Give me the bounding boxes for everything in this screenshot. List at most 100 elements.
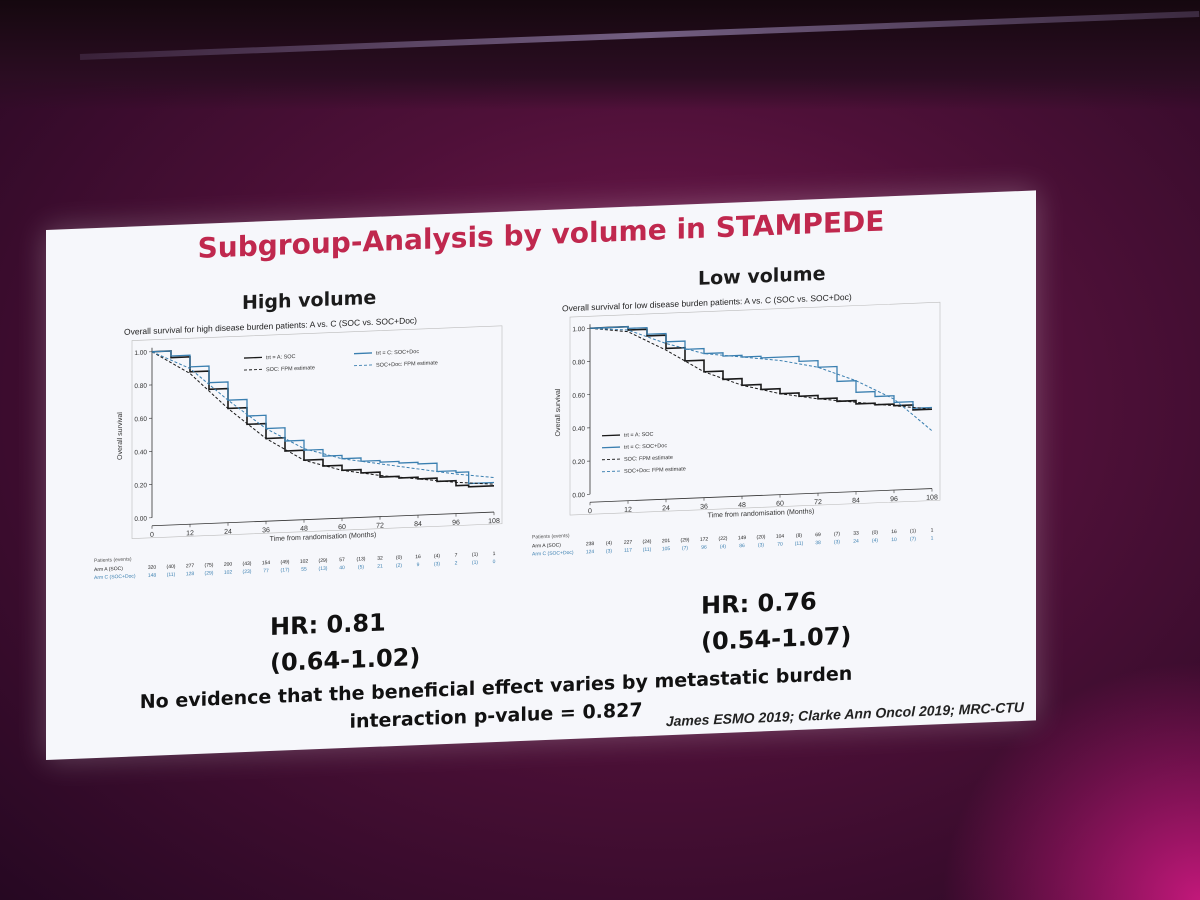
- y-axis-label: Overall survival: [555, 388, 562, 437]
- x-tick-label: 24: [224, 529, 232, 536]
- x-tick-label: 24: [662, 505, 670, 512]
- chart-title: Overall survival for high disease burden…: [124, 315, 417, 337]
- risk-cell: (5): [358, 564, 364, 570]
- y-tick-label: 0.20: [134, 482, 147, 490]
- legend-label: SOC: FPM estimate: [266, 365, 315, 373]
- x-tick-label: 0: [588, 508, 592, 515]
- risk-cell: 227: [624, 540, 633, 546]
- x-tick-label: 36: [262, 527, 270, 534]
- risk-cell: 172: [700, 537, 709, 543]
- x-tick-label: 36: [700, 504, 708, 511]
- risk-row-label: Arm A (SOC): [532, 542, 561, 549]
- x-tick-label: 84: [414, 521, 422, 528]
- y-tick-label: 1.00: [572, 326, 585, 334]
- risk-cell: (7): [682, 545, 688, 551]
- risk-cell: 128: [186, 571, 195, 577]
- risk-cell: 102: [300, 559, 309, 565]
- risk-cell: (4): [720, 544, 726, 550]
- risk-cell: (22): [719, 536, 728, 542]
- risk-cell: (2): [396, 563, 402, 569]
- risk-cell: (24): [643, 539, 652, 545]
- risk-cell: (17): [281, 567, 290, 573]
- high-volume-hr: HR: 0.81 (0.64-1.02): [270, 603, 420, 681]
- risk-cell: 148: [148, 573, 157, 579]
- risk-cell: 57: [339, 557, 345, 563]
- risk-cell: 69: [815, 532, 821, 538]
- risk-cell: 117: [624, 548, 632, 554]
- risk-cell: 7: [455, 553, 458, 559]
- risk-cell: (1): [472, 560, 478, 566]
- y-tick-label: 0.60: [134, 416, 147, 424]
- risk-cell: (29): [319, 558, 328, 564]
- legend-label: trt = A: SOC: [624, 432, 654, 439]
- x-tick-label: 48: [738, 502, 746, 509]
- low-volume-survival-chart: Overall survival for low disease burden …: [532, 284, 952, 585]
- legend-label: trt = C: SOC+Doc: [624, 443, 667, 451]
- risk-cell: 105: [662, 546, 671, 552]
- x-tick-label: 0: [150, 532, 154, 539]
- low-volume-heading: Low volume: [698, 262, 826, 290]
- risk-cell: 32: [377, 556, 383, 562]
- risk-row-label: Arm C (SOC+Doc): [94, 573, 136, 581]
- risk-cell: 40: [339, 565, 345, 571]
- risk-cell: (0): [396, 555, 402, 561]
- risk-cell: (1): [472, 552, 478, 558]
- y-tick-label: 0.20: [572, 459, 585, 467]
- risk-cell: 77: [263, 568, 269, 574]
- x-tick-label: 96: [890, 496, 898, 503]
- low-volume-hr-value: HR: 0.76: [701, 587, 817, 620]
- risk-cell: 154: [262, 560, 271, 566]
- series-line-3: [589, 327, 933, 410]
- legend-swatch: [602, 470, 620, 473]
- legend-label: SOC+Doc: FPM estimate: [624, 466, 686, 474]
- risk-cell: 33: [853, 530, 859, 536]
- risk-cell: (8): [796, 533, 802, 539]
- y-tick-label: 0.40: [572, 426, 585, 434]
- risk-cell: (7): [834, 531, 840, 537]
- x-tick-label: 12: [624, 507, 632, 514]
- risk-cell: (20): [757, 534, 766, 540]
- survival-chart-svg: Overall survival for low disease burden …: [532, 292, 941, 558]
- risk-cell: (29): [681, 537, 690, 543]
- legend-swatch: [602, 446, 620, 449]
- risk-cell: (3): [606, 548, 612, 554]
- risk-cell: (13): [357, 556, 366, 562]
- risk-cell: (49): [281, 559, 290, 565]
- series-line-2: [590, 326, 932, 409]
- y-tick-label: 0.00: [134, 515, 147, 523]
- y-tick-label: 0.80: [572, 359, 585, 367]
- risk-cell: 16: [415, 554, 421, 560]
- x-tick-label: 72: [814, 499, 822, 506]
- risk-cell: (43): [243, 561, 252, 567]
- x-tick-label: 60: [776, 500, 784, 507]
- x-axis-label: Time from randomisation (Months): [270, 532, 377, 543]
- x-tick-label: 48: [300, 526, 308, 533]
- risk-cell: (7): [910, 536, 916, 542]
- risk-cell: 277: [186, 563, 195, 569]
- risk-cell: 238: [586, 541, 595, 547]
- legend-swatch: [602, 458, 620, 461]
- y-tick-label: 0.80: [134, 383, 147, 391]
- legend-swatch: [244, 356, 262, 359]
- risk-cell: (23): [243, 569, 252, 575]
- legend-label: SOC+Doc: FPM estimate: [376, 360, 438, 368]
- risk-cell: (3): [758, 542, 764, 548]
- series-line-1: [152, 350, 494, 488]
- risk-cell: (4): [606, 540, 612, 546]
- risk-cell: 9: [417, 562, 420, 568]
- risk-cell: 200: [224, 562, 233, 568]
- legend: trt = A: SOC trt = C: SOC+Doc SOC: FPM est…: [244, 349, 438, 373]
- x-axis: [152, 511, 494, 527]
- risk-cell: 1: [931, 527, 934, 533]
- risk-table-header: Patients (events): [532, 533, 570, 541]
- y-tick-label: 0.00: [572, 492, 585, 500]
- risk-cell: (13): [319, 566, 328, 572]
- survival-chart-svg: Overall survival for high disease burden…: [94, 315, 503, 581]
- risk-cell: (11): [167, 572, 176, 578]
- risk-cell: 86: [739, 543, 745, 549]
- x-tick-label: 108: [488, 518, 500, 525]
- high-volume-survival-chart: Overall survival for high disease burden…: [94, 307, 514, 608]
- low-volume-hr: HR: 0.76 (0.54-1.07): [701, 582, 851, 660]
- risk-cell: (75): [205, 562, 214, 568]
